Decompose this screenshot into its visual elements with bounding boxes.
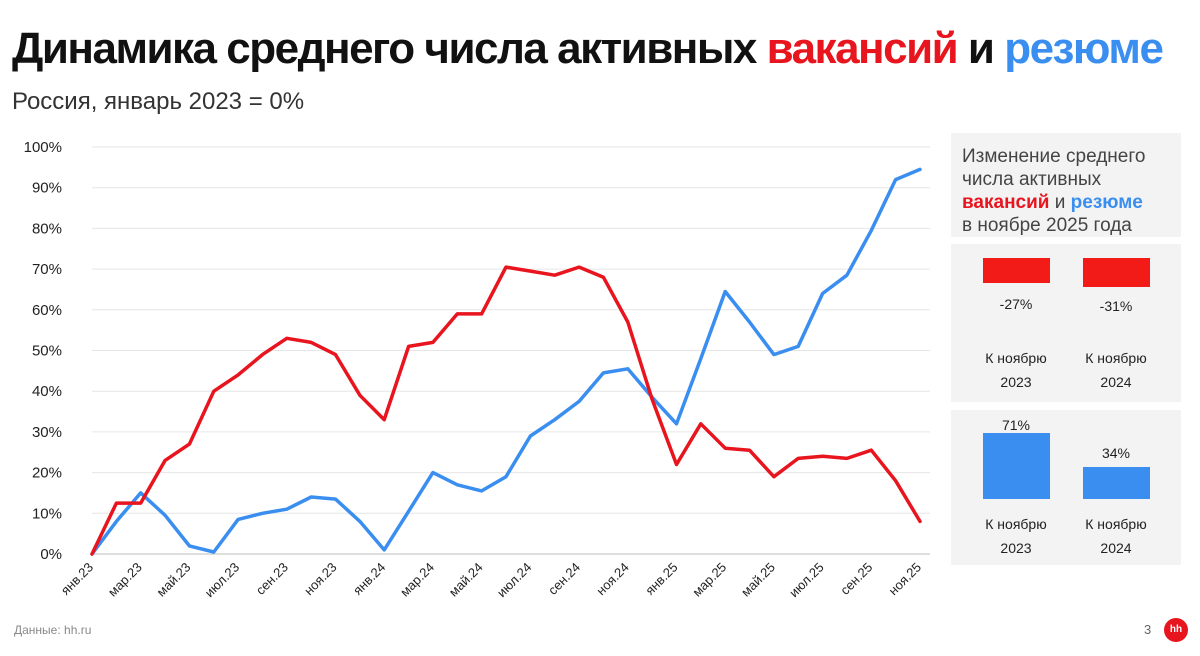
y-tick-label: 10% xyxy=(32,505,62,522)
resumes-caption-2023: К ноябрю 2023 xyxy=(985,516,1047,556)
x-tick-label: янв.25 xyxy=(642,560,680,598)
heading-line-2: числа активных xyxy=(962,169,1102,190)
y-tick-label: 80% xyxy=(32,220,62,237)
x-tick-label: мар.23 xyxy=(105,560,145,600)
y-tick-label: 90% xyxy=(32,180,62,197)
vacancies-caption-2024: К ноябрю 2024 xyxy=(1085,350,1147,390)
x-tick-label: ноя.24 xyxy=(593,560,632,599)
x-tick-label: мар.25 xyxy=(689,560,729,600)
x-tick-label: ноя.25 xyxy=(886,560,925,599)
vacancies-bar-2023 xyxy=(983,258,1050,284)
subtitle: Россия, январь 2023 = 0% xyxy=(12,88,305,115)
vacancies-value-2023: -27% xyxy=(999,296,1033,312)
vacancies-change-panel: -27% -31% К ноябрю 2023 К ноябрю 2024 xyxy=(951,244,1181,402)
resumes-caption-2024: К ноябрю 2024 xyxy=(1085,516,1147,556)
hh-logo: hh xyxy=(1164,618,1188,642)
vacancies-bar-2024 xyxy=(1083,258,1150,287)
x-tick-label: мар.24 xyxy=(397,560,437,600)
x-tick-label: май.24 xyxy=(446,560,486,600)
x-tick-label: ноя.23 xyxy=(301,560,340,599)
resumes-value-2023: 71% xyxy=(1001,417,1031,433)
heading-vacancies: вакансий xyxy=(962,192,1050,213)
y-tick-label: 0% xyxy=(40,546,62,563)
resumes-bar-2024 xyxy=(1083,467,1150,499)
x-tick-label: янв.23 xyxy=(58,560,96,598)
heading-line-1: Изменение среднего xyxy=(962,146,1146,167)
resumes-bar-2023 xyxy=(983,433,1050,499)
title-vacancies: вакансий xyxy=(766,24,959,73)
x-tick-label: июл.24 xyxy=(494,560,535,601)
resumes-change-panel: 71% 34% К ноябрю 2023 К ноябрю 2024 xyxy=(951,410,1181,565)
page-number: 3 xyxy=(1144,622,1152,637)
x-tick-label: май.25 xyxy=(738,560,778,600)
data-source: Данные: hh.ru xyxy=(14,623,92,637)
series-line-vacancies xyxy=(90,265,922,556)
x-tick-label: июл.23 xyxy=(202,560,243,601)
heading-resumes: резюме xyxy=(1070,192,1143,213)
x-tick-label: июл.25 xyxy=(786,560,827,601)
x-tick-label: сен.23 xyxy=(253,560,291,598)
x-tick-label: май.23 xyxy=(154,560,194,600)
x-tick-label: янв.24 xyxy=(350,560,388,598)
y-tick-label: 20% xyxy=(32,465,62,482)
series-line-resumes xyxy=(90,167,922,556)
heading-line-4: в ноябре 2025 года xyxy=(962,215,1132,236)
y-tick-label: 30% xyxy=(32,424,62,441)
y-tick-label: 100% xyxy=(24,139,62,156)
x-tick-label: сен.25 xyxy=(837,560,875,598)
y-tick-label: 60% xyxy=(32,302,62,319)
page-title: Динамика среднего числа активных ваканси… xyxy=(12,24,1164,73)
y-tick-label: 70% xyxy=(32,261,62,278)
title-resumes: резюме xyxy=(1004,24,1164,73)
vacancies-value-2024: -31% xyxy=(1099,298,1133,314)
y-tick-label: 40% xyxy=(32,383,62,400)
x-tick-label: сен.24 xyxy=(545,560,583,598)
y-tick-label: 50% xyxy=(32,343,62,360)
resumes-value-2024: 34% xyxy=(1101,445,1131,461)
vacancies-caption-2023: К ноябрю 2023 xyxy=(985,350,1047,390)
heading-line-3: вакансий и резюме xyxy=(962,192,1143,213)
summary-heading-panel: Изменение среднего числа активных ваканс… xyxy=(951,133,1181,237)
line-chart: 0%10%20%30%40%50%60%70%80%90%100%янв.23 м… xyxy=(24,139,930,601)
